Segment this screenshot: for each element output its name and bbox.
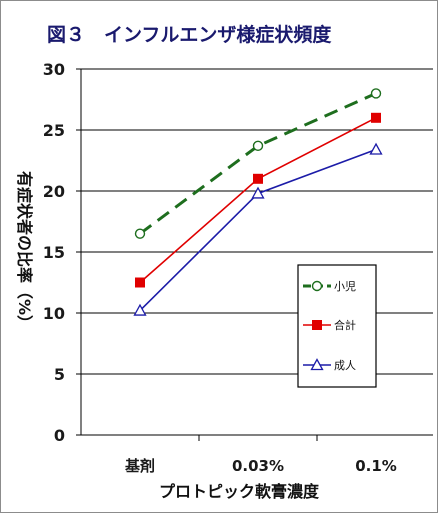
- data-point-0-2: [370, 88, 382, 99]
- data-point-2-1: [251, 186, 265, 199]
- data-point-0-0: [134, 228, 146, 239]
- legend-marker-1: [312, 320, 322, 330]
- y-tick-label-15: 15: [43, 243, 65, 262]
- data-point-1-1: [253, 173, 263, 184]
- data-point-1-0: [135, 277, 145, 288]
- chart-title: 図３ インフルエンザ様症状頻度: [47, 23, 332, 46]
- y-tick-label-0: 0: [54, 426, 65, 445]
- data-point-2-2: [369, 142, 383, 155]
- y-tick-label-25: 25: [43, 121, 65, 140]
- legend-label-2: 成人: [334, 359, 356, 372]
- x-tick-label-1: 0.03%: [232, 457, 284, 475]
- y-tick-label-5: 5: [54, 365, 65, 384]
- data-point-1-2: [371, 112, 381, 123]
- x-tick-label-0: 基剤: [124, 457, 155, 475]
- series-line-0: [139, 92, 377, 235]
- data-point-2-0: [133, 303, 147, 316]
- y-tick-label-10: 10: [43, 304, 65, 323]
- y-tick-label-30: 30: [43, 60, 65, 79]
- y-axis-label: 有症状者の比率（%）: [15, 171, 34, 331]
- legend-label-0: 小児: [334, 280, 356, 293]
- legend-marker-2: [310, 358, 324, 371]
- legend-label-1: 合計: [334, 318, 356, 332]
- x-axis-label: プロトピック軟膏濃度: [159, 482, 320, 501]
- legend-marker-0: [311, 280, 323, 292]
- x-tick-label-2: 0.1%: [355, 457, 397, 475]
- data-point-0-1: [252, 140, 264, 152]
- y-tick-label-20: 20: [43, 182, 65, 201]
